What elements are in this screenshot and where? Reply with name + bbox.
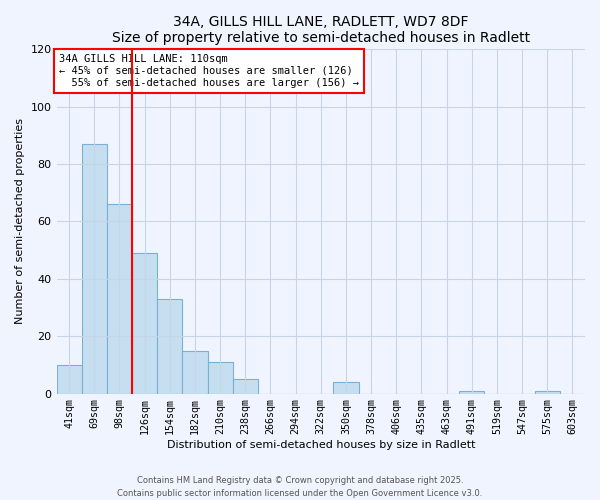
Text: Contains HM Land Registry data © Crown copyright and database right 2025.
Contai: Contains HM Land Registry data © Crown c… <box>118 476 482 498</box>
Bar <box>334 382 359 394</box>
Bar <box>107 204 132 394</box>
Bar <box>459 390 484 394</box>
Bar <box>56 365 82 394</box>
Y-axis label: Number of semi-detached properties: Number of semi-detached properties <box>15 118 25 324</box>
Text: 34A GILLS HILL LANE: 110sqm
← 45% of semi-detached houses are smaller (126)
  55: 34A GILLS HILL LANE: 110sqm ← 45% of sem… <box>59 54 359 88</box>
Bar <box>132 253 157 394</box>
Bar <box>182 350 208 394</box>
Bar <box>535 390 560 394</box>
Bar <box>82 144 107 394</box>
Bar <box>233 379 258 394</box>
Title: 34A, GILLS HILL LANE, RADLETT, WD7 8DF
Size of property relative to semi-detache: 34A, GILLS HILL LANE, RADLETT, WD7 8DF S… <box>112 15 530 45</box>
X-axis label: Distribution of semi-detached houses by size in Radlett: Distribution of semi-detached houses by … <box>167 440 475 450</box>
Bar <box>157 299 182 394</box>
Bar <box>208 362 233 394</box>
